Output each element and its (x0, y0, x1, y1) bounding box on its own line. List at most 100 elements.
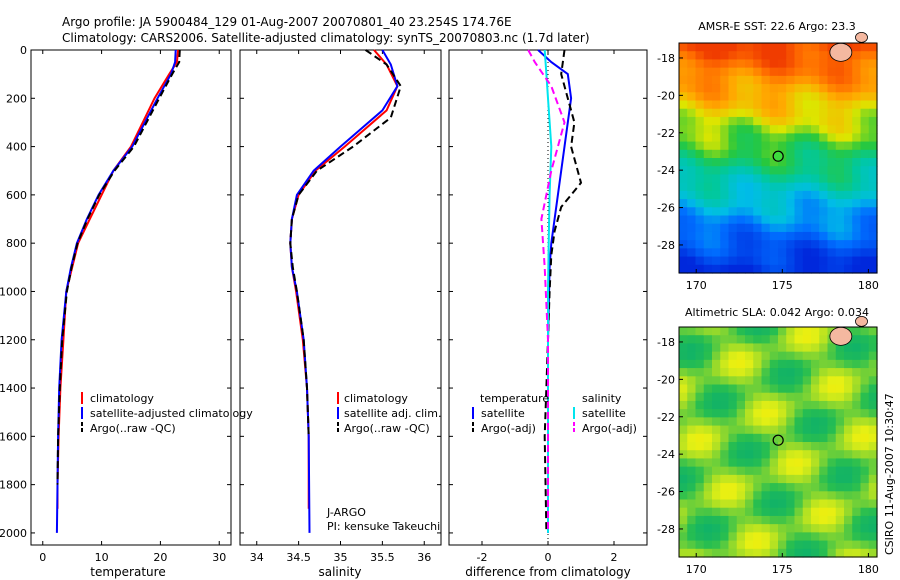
heatmap-cell (786, 458, 796, 468)
heatmap-cell (802, 149, 812, 159)
heatmap-cell (794, 450, 804, 460)
heatmap-cell (695, 75, 705, 85)
heatmap-cell (703, 108, 713, 118)
heatmap-cell (753, 458, 763, 468)
heatmap-cell (703, 149, 713, 159)
series-line (56, 49, 180, 509)
heatmap-cell (868, 450, 878, 460)
heatmap-cell (679, 351, 688, 361)
heatmap-cell (868, 400, 878, 410)
heatmap-cell (794, 141, 804, 151)
heatmap-cell (679, 84, 688, 93)
heatmap-cell (794, 417, 804, 427)
heatmap-cell (802, 327, 812, 336)
heatmap-cell (687, 384, 697, 394)
heatmap-cell (703, 75, 713, 85)
heatmap-cell (745, 141, 754, 151)
heatmap-cell (745, 231, 754, 241)
heatmap-cell (753, 425, 763, 435)
heatmap-cell (679, 327, 688, 336)
heatmap-cell (753, 327, 763, 336)
heatmap-cell (745, 458, 754, 468)
heatmap-cell (761, 43, 771, 52)
heatmap-cell (852, 425, 862, 435)
heatmap-cell (769, 199, 779, 208)
x-tick-label: 2 (611, 551, 618, 564)
heatmap-cell (703, 351, 713, 361)
heatmap-cell (786, 491, 796, 501)
heatmap-cell (695, 442, 705, 451)
heatmap-cell (753, 392, 763, 402)
heatmap-cell (827, 450, 837, 460)
heatmap-cell (844, 182, 853, 192)
heatmap-cell (819, 368, 829, 377)
heatmap-cell (844, 466, 853, 476)
heatmap-cell (720, 51, 730, 61)
heatmap-cell (695, 100, 705, 110)
heatmap-cell (769, 133, 779, 143)
heatmap-cell (695, 92, 705, 102)
heatmap-cell (712, 207, 721, 217)
heatmap-cell (712, 92, 721, 102)
heatmap-cell (835, 256, 845, 266)
heatmap-cell (728, 450, 738, 460)
heatmap-cell (695, 400, 705, 410)
heatmap-cell (802, 174, 812, 184)
heatmap-cell (712, 264, 721, 274)
heatmap-cell (794, 351, 804, 361)
heatmap-cell (687, 466, 697, 476)
heatmap-cell (835, 376, 845, 386)
heatmap-cell (720, 466, 730, 476)
heatmap-cell (860, 491, 870, 501)
heatmap-cell (703, 483, 713, 492)
heatmap-cell (687, 92, 697, 102)
heatmap-cell (679, 166, 688, 176)
heatmap-cell (687, 532, 697, 542)
heatmap-cell (852, 376, 862, 386)
heatmap-cell (844, 59, 853, 69)
heatmap-cell (720, 240, 730, 249)
heatmap-cell (868, 92, 878, 102)
heatmap-cell (736, 264, 746, 274)
heatmap-cell (835, 149, 845, 159)
heatmap-cell (786, 43, 796, 52)
y-tick-label: 200 (6, 92, 27, 105)
heatmap-cell (712, 141, 721, 151)
heatmap-cell (736, 524, 746, 533)
heatmap-cell (687, 507, 697, 517)
heatmap-cell (753, 474, 763, 484)
heatmap-cell (835, 231, 845, 241)
heatmap-cell (720, 84, 730, 93)
heatmap-cell (687, 116, 697, 126)
heatmap-cell (712, 51, 721, 61)
heatmap-cell (868, 248, 878, 258)
heatmap-cell (786, 540, 796, 550)
heatmap-cell (745, 425, 754, 435)
heatmap-cell (860, 84, 870, 93)
heatmap-cell (844, 400, 853, 410)
heatmap-cell (769, 466, 779, 476)
heatmap-cell (736, 458, 746, 468)
heatmap-cell (827, 384, 837, 394)
heatmap-cell (819, 158, 829, 167)
heatmap-cell (852, 368, 862, 377)
heatmap-cell (753, 548, 763, 558)
heatmap-cell (687, 43, 697, 52)
heatmap-cell (736, 248, 746, 258)
heatmap-cell (778, 491, 787, 501)
heatmap-cell (819, 215, 829, 225)
y-tick-label: -22 (657, 127, 675, 140)
heatmap-cell (712, 133, 721, 143)
heatmap-cell (769, 223, 779, 233)
heatmap-cell (736, 141, 746, 151)
heatmap-cell (712, 548, 721, 558)
heatmap-cell (786, 84, 796, 93)
heatmap-cell (761, 190, 771, 200)
heatmap-cell (794, 174, 804, 184)
heatmap-cell (868, 507, 878, 517)
heatmap-cell (819, 166, 829, 176)
y-tick-label: -20 (657, 89, 675, 102)
heatmap-cell (761, 400, 771, 410)
heatmap-cell (778, 327, 787, 336)
heatmap-cell (844, 158, 853, 167)
